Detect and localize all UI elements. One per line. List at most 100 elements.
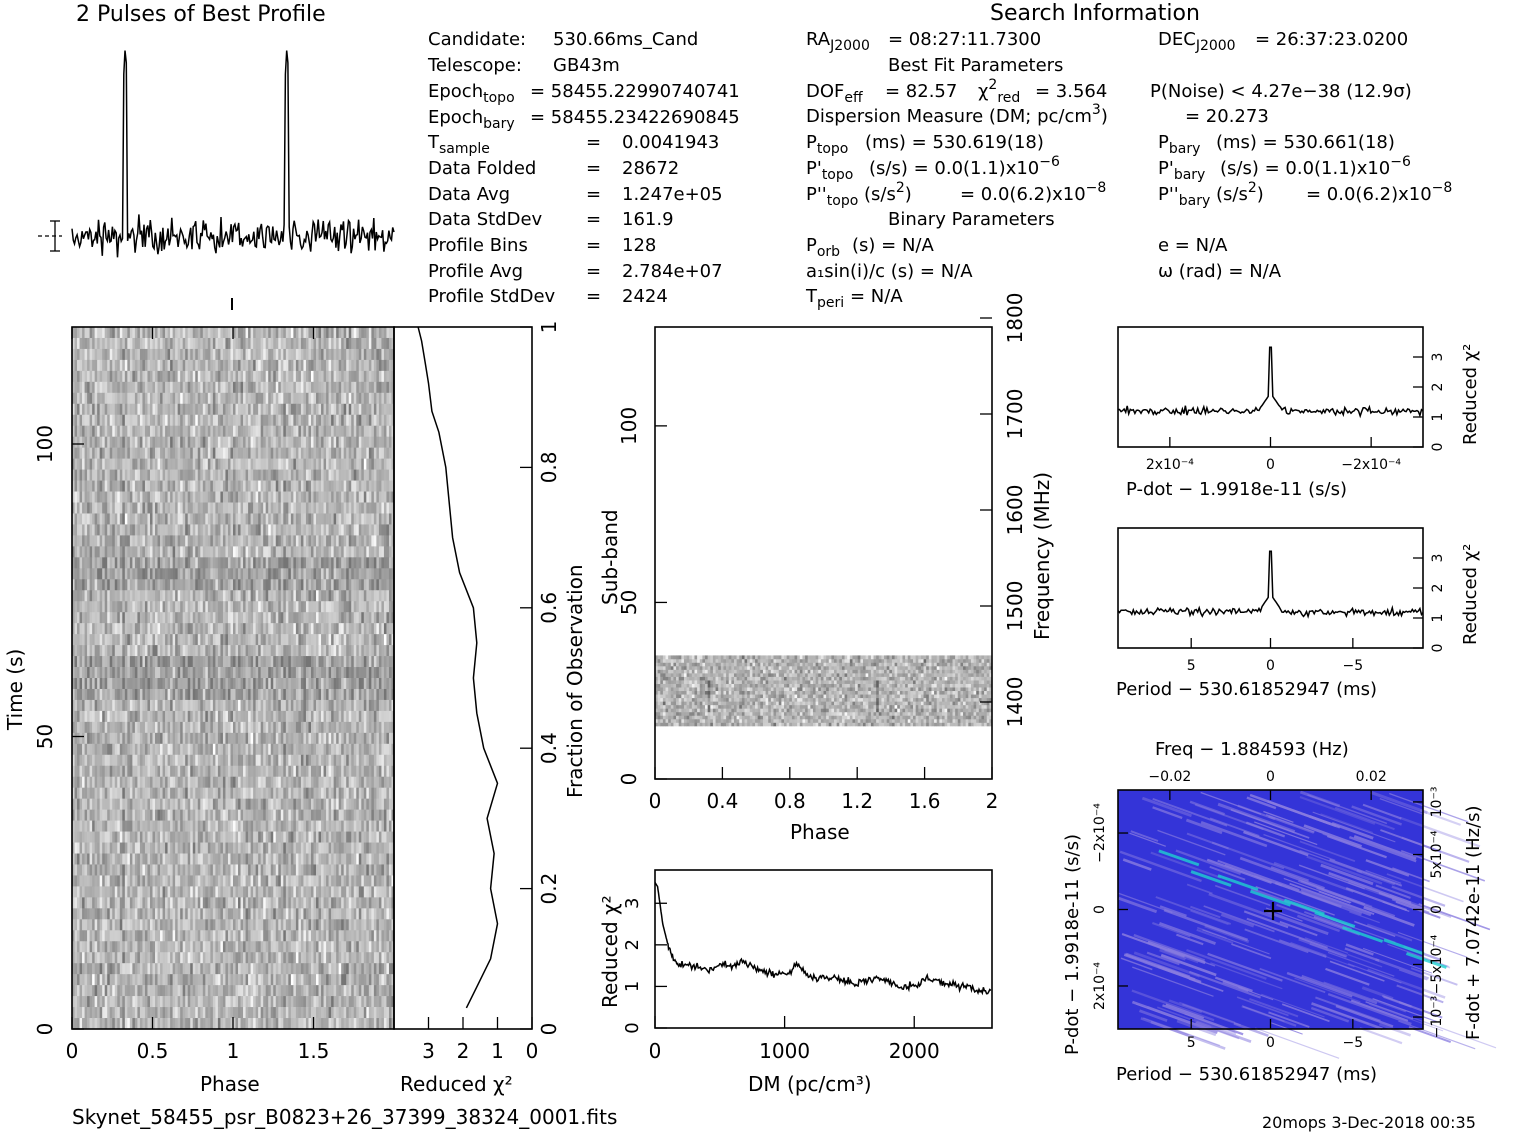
plane-streak bbox=[1399, 816, 1481, 848]
fc-ytick-label: 0.2 bbox=[537, 873, 561, 905]
plane-streak bbox=[1281, 1003, 1330, 1023]
dec-label: DECJ2000 bbox=[1158, 29, 1236, 54]
info-data-avg-label: Data Avg bbox=[428, 184, 510, 205]
dm-ytick-label: 2 bbox=[622, 939, 643, 950]
plane-streak bbox=[1325, 967, 1370, 986]
plane-streak bbox=[1389, 792, 1469, 823]
subband-phase-panel: 0 0.4 0.8 1.2 1.6 2 0 50 100 1400 1500 1600 1700 1800… bbox=[598, 293, 1054, 844]
plane-streak bbox=[1261, 993, 1325, 1018]
plane-streak bbox=[1200, 821, 1268, 848]
plane-streak bbox=[1133, 951, 1201, 978]
info-prof-std-label: Profile StdDev bbox=[428, 286, 556, 307]
plane-streak bbox=[1401, 836, 1470, 863]
info-tsample-value: 0.0041943 bbox=[622, 132, 719, 153]
plane-streak bbox=[1326, 834, 1387, 859]
plane-streak bbox=[1323, 981, 1407, 1013]
pp-ylabel: Reduced χ² bbox=[1460, 544, 1481, 645]
pddbary-label: P''bary (s/s2) bbox=[1158, 180, 1264, 209]
plane-streak bbox=[1313, 916, 1348, 930]
sb-xtick-label: 2 bbox=[986, 789, 999, 813]
sb-y2tick-label: 1800 bbox=[1003, 293, 1027, 344]
tp-ytick-label: 100 bbox=[33, 425, 57, 463]
tp-xtick-label: 1.5 bbox=[298, 1039, 330, 1063]
chi2-value: = 3.564 bbox=[1035, 81, 1107, 102]
plane-streak bbox=[1254, 1027, 1340, 1059]
pdtopo-value: (s/s) = 0.0(1.1)x10−6 bbox=[869, 154, 1060, 179]
plane-streak bbox=[1349, 911, 1380, 924]
plane-streak bbox=[1322, 954, 1355, 968]
pdot-line bbox=[1118, 346, 1424, 419]
plane-ridge bbox=[1405, 952, 1447, 969]
plane-streak bbox=[1309, 942, 1347, 958]
info-candidate-value: 530.66ms_Cand bbox=[553, 29, 698, 50]
plane-streak bbox=[1211, 841, 1285, 870]
plane-streak bbox=[1397, 931, 1468, 958]
plane-streak bbox=[1203, 905, 1275, 933]
pl-y2tick-label: −10⁻³ bbox=[1429, 996, 1445, 1039]
curve-xtick-label: −5 bbox=[1343, 658, 1364, 674]
pl-y2tick-label: −5x10⁻⁴ bbox=[1429, 934, 1445, 994]
plane-streak bbox=[1244, 928, 1309, 954]
plane-streak bbox=[1283, 877, 1352, 904]
fc-ytick-label: 0.6 bbox=[537, 592, 561, 624]
plane-streak bbox=[1152, 806, 1183, 820]
plane-streak bbox=[1175, 849, 1241, 875]
plane-ridge bbox=[1383, 938, 1425, 956]
period-line bbox=[1117, 550, 1424, 619]
plane-streak bbox=[1206, 858, 1272, 884]
plane-streak bbox=[1186, 832, 1229, 850]
plane-streak bbox=[1306, 855, 1383, 885]
plane-streak bbox=[1189, 800, 1226, 816]
plane-streak bbox=[1214, 976, 1253, 993]
candidate-info: Candidate: 530.66ms_Cand Telescope: GB43… bbox=[427, 29, 740, 307]
plane-streak bbox=[1298, 937, 1348, 958]
plane-streak bbox=[1396, 984, 1444, 1004]
svg-text:=: = bbox=[586, 209, 601, 230]
plane-streak bbox=[1195, 1020, 1252, 1043]
info-bins-value: 128 bbox=[622, 235, 656, 256]
plane-streak bbox=[1217, 859, 1300, 891]
plane-streak bbox=[1356, 869, 1396, 886]
plane-streak bbox=[1347, 953, 1383, 968]
tperi-label: Tperi bbox=[805, 286, 844, 311]
plane-streak bbox=[1207, 952, 1283, 982]
plane-streak bbox=[1130, 830, 1159, 842]
plane-streak bbox=[1347, 963, 1402, 984]
plane-streak bbox=[1354, 920, 1396, 938]
info-epoch-bary-value: = 58455.23422690845 bbox=[530, 107, 740, 128]
dm-ytick-label: 0 bbox=[622, 1022, 643, 1033]
dm-label: Dispersion Measure (DM; pc/cm3) bbox=[806, 102, 1108, 127]
pl-xtick-label: −5 bbox=[1343, 1035, 1364, 1051]
plane-streak bbox=[1329, 960, 1385, 982]
plane-streak bbox=[1298, 864, 1365, 890]
info-data-std-value: 161.9 bbox=[622, 209, 674, 230]
pl-xtick-label: 5 bbox=[1187, 1035, 1196, 1051]
plane-streak bbox=[1319, 1005, 1369, 1025]
pddbary-value: = 0.0(6.2)x10−8 bbox=[1306, 180, 1452, 205]
dof-label: DOFeff bbox=[806, 81, 863, 106]
plane-streak bbox=[1164, 949, 1199, 964]
plane-streak bbox=[1160, 953, 1217, 977]
sb-xtick-label: 0.4 bbox=[706, 789, 738, 813]
plane-streak bbox=[1350, 999, 1409, 1022]
plane-streak bbox=[1118, 896, 1158, 914]
pdbary-label: P'bary bbox=[1158, 158, 1205, 183]
info-telescope-value: GB43m bbox=[553, 55, 620, 76]
ecc-value: e = N/A bbox=[1158, 235, 1228, 256]
plane-streak bbox=[1398, 1020, 1476, 1050]
svg-text:=: = bbox=[586, 184, 601, 205]
curve-xtick-label: 2x10⁻⁴ bbox=[1146, 457, 1194, 473]
pl-ytick-label: 0 bbox=[1092, 905, 1108, 914]
pd-ylabel: Reduced χ² bbox=[1460, 344, 1481, 445]
footer-stamp: 20mops 3-Dec-2018 00:35 bbox=[1262, 1113, 1476, 1132]
plane-streak bbox=[1265, 909, 1329, 936]
curve-ytick-label: 1 bbox=[1430, 413, 1446, 422]
plane-streak bbox=[1365, 1001, 1414, 1020]
curve-xtick-label: 0 bbox=[1266, 457, 1275, 473]
pl-ylabel: P-dot − 1.9918e-11 (s/s) bbox=[1062, 834, 1083, 1055]
pdbary-value: (s/s) = 0.0(1.1)x10−6 bbox=[1220, 154, 1411, 179]
plane-streak bbox=[1345, 943, 1374, 956]
plane-streak bbox=[1365, 859, 1410, 877]
plane-ridge bbox=[1217, 874, 1259, 892]
profile-line bbox=[71, 50, 395, 258]
